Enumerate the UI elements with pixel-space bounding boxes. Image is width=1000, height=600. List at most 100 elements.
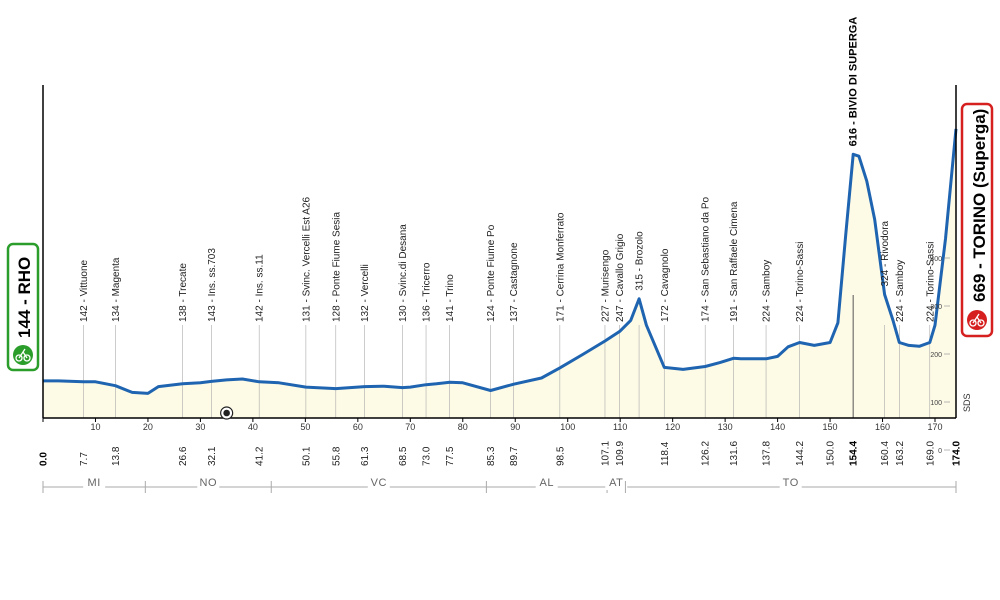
- region-bar: MI NO VC AL AT TO: [42, 477, 957, 493]
- distance-label: 50.1: [301, 446, 312, 466]
- cyclist-icon-glyph: [969, 313, 985, 327]
- distance-label: 144.2: [795, 441, 806, 466]
- waypoint-label: 134 - Magenta: [111, 257, 122, 322]
- profile-area-layer: [43, 128, 956, 418]
- x-tick-label: 50: [300, 422, 310, 432]
- distance-label: 150.0: [826, 441, 837, 466]
- x-tick-label: 20: [143, 422, 153, 432]
- x-tick-label: 80: [458, 422, 468, 432]
- waypoint-label: 224 - Samboy: [895, 260, 906, 322]
- altitude-tick-label: 400: [930, 256, 942, 263]
- waypoint-label: 171 - Cerrina Monferrato: [555, 212, 566, 322]
- distance-label: 107.1: [600, 441, 611, 466]
- altitude-tick-label: 200: [930, 352, 942, 359]
- region-label: VC: [371, 477, 387, 489]
- x-tick-label: 120: [665, 422, 680, 432]
- distance-label: 32.1: [207, 446, 218, 466]
- waypoint-label: 224 - Torino-Sassi: [795, 242, 806, 322]
- distance-labels: 0.0 7.7 13.8 26.6 32.1 41.2 50.1 55.8 61.3 68.5 73…: [39, 441, 963, 466]
- waypoint-label: 315 - Brozolo: [635, 231, 646, 291]
- distance-label: 160.4: [880, 441, 891, 466]
- region-label-bg: [535, 477, 558, 490]
- distance-label: 73.0: [422, 446, 433, 466]
- x-tick-label: 170: [927, 422, 942, 432]
- profile-line-layer: [43, 128, 958, 395]
- region-label-bg: [197, 477, 220, 490]
- x-tick-label: 60: [353, 422, 363, 432]
- cyclist-icon: [967, 310, 987, 330]
- distance-label: 77.5: [445, 446, 456, 466]
- distance-label: 13.8: [111, 446, 122, 466]
- distance-axis: 10 20 30 40 50 60 70 80 90 100 110 120 130 140 150 160 1…: [42, 85, 957, 432]
- waypoint-label: 247 - Cavallo Grigio: [615, 233, 626, 322]
- waypoint-label: 142 - Ins. ss.11: [255, 254, 266, 322]
- distance-label: 169.0: [925, 441, 936, 466]
- cyclist-icon: [13, 345, 33, 365]
- waypoint-labels: 142 - Vittuone 134 - Magenta 138 - Trecate…: [79, 17, 936, 322]
- x-tick-label: 140: [770, 422, 785, 432]
- waypoint-label: 224 - Torino-Sassi: [925, 242, 936, 322]
- altitude-tick-label: 300: [930, 304, 942, 311]
- region-label: TO: [783, 477, 799, 489]
- start-marker: 144 - RHO: [6, 242, 40, 372]
- waypoint-label: 191 - San Raffaele Cimena: [729, 201, 740, 322]
- x-tick-label: 10: [90, 422, 100, 432]
- waypoint-label: 224 - Samboy: [762, 260, 773, 322]
- region-label: NO: [200, 477, 218, 489]
- profile-area: [43, 128, 956, 418]
- region-label-bg: [779, 477, 802, 490]
- distance-label: 26.6: [178, 446, 189, 466]
- sprint-icon-dot: [223, 409, 230, 417]
- region-label: AT: [609, 477, 623, 489]
- cyclist-icon-glyph: [15, 348, 31, 362]
- x-tick-label: 130: [718, 422, 733, 432]
- distance-label: 163.2: [895, 441, 906, 466]
- finish-marker: 669 - TORINO (Superga): [960, 102, 994, 338]
- waypoint-label: 142 - Vittuone: [79, 259, 90, 322]
- region-label-bg: [605, 477, 628, 490]
- distance-label: 126.2: [701, 441, 712, 466]
- waypoint-label: 141 - Trino: [445, 274, 456, 322]
- distance-label: 61.3: [360, 446, 371, 466]
- distance-label: 174.0: [952, 441, 963, 466]
- waypoint-label: 136 - Tricerro: [422, 262, 433, 322]
- x-tick-label: 90: [510, 422, 520, 432]
- region-label-bg: [83, 477, 106, 490]
- start-label: 144 - RHO: [15, 257, 34, 338]
- x-tick-label: 40: [248, 422, 258, 432]
- distance-label: 118.4: [660, 441, 671, 466]
- distance-label: 137.8: [762, 441, 773, 466]
- x-tick-label: 160: [875, 422, 890, 432]
- waypoint-label: 143 - Ins. ss.703: [207, 248, 218, 322]
- distance-label: 7.7: [79, 452, 90, 466]
- waypoint-label: 130 - Svinc.di Desana: [398, 224, 409, 322]
- waypoint-label: 132 - Vercelli: [360, 264, 371, 322]
- region-label: AL: [539, 477, 553, 489]
- waypoint-label: 124 - Ponte Fiume Po: [486, 224, 497, 322]
- intermediate-sprint-icon: [220, 406, 234, 420]
- profile-line: [43, 128, 958, 395]
- finish-box-border: [960, 102, 994, 338]
- x-tick-label: 70: [405, 422, 415, 432]
- distance-label: 154.4: [849, 441, 860, 466]
- distance-label: 55.8: [331, 446, 342, 466]
- distance-label: 98.5: [555, 446, 566, 466]
- distance-label: 0.0: [39, 452, 50, 466]
- distance-label: 89.7: [509, 446, 520, 466]
- distance-label: 85.3: [486, 446, 497, 466]
- waypoint-label: 616 - BIVIO DI SUPERGA: [848, 17, 860, 147]
- start-box-border: [6, 242, 40, 372]
- altitude-tick-label: 0: [938, 448, 942, 455]
- waypoint-label: 172 - Cavagnolo: [660, 248, 671, 322]
- region-label-bg: [367, 477, 390, 490]
- altitude-scale: 400 300 200 100 0: [930, 256, 950, 455]
- waypoint-label: 227 - Murisengo: [600, 249, 611, 322]
- x-tick-label: 110: [613, 422, 627, 432]
- waypoint-label: 138 - Trecate: [178, 263, 189, 322]
- x-tick-label: 150: [823, 422, 838, 432]
- x-tick-label: 100: [560, 422, 575, 432]
- distance-label: 131.6: [729, 441, 740, 466]
- distance-label: 68.5: [398, 446, 409, 466]
- finish-label: 669 - TORINO (Superga): [970, 109, 989, 302]
